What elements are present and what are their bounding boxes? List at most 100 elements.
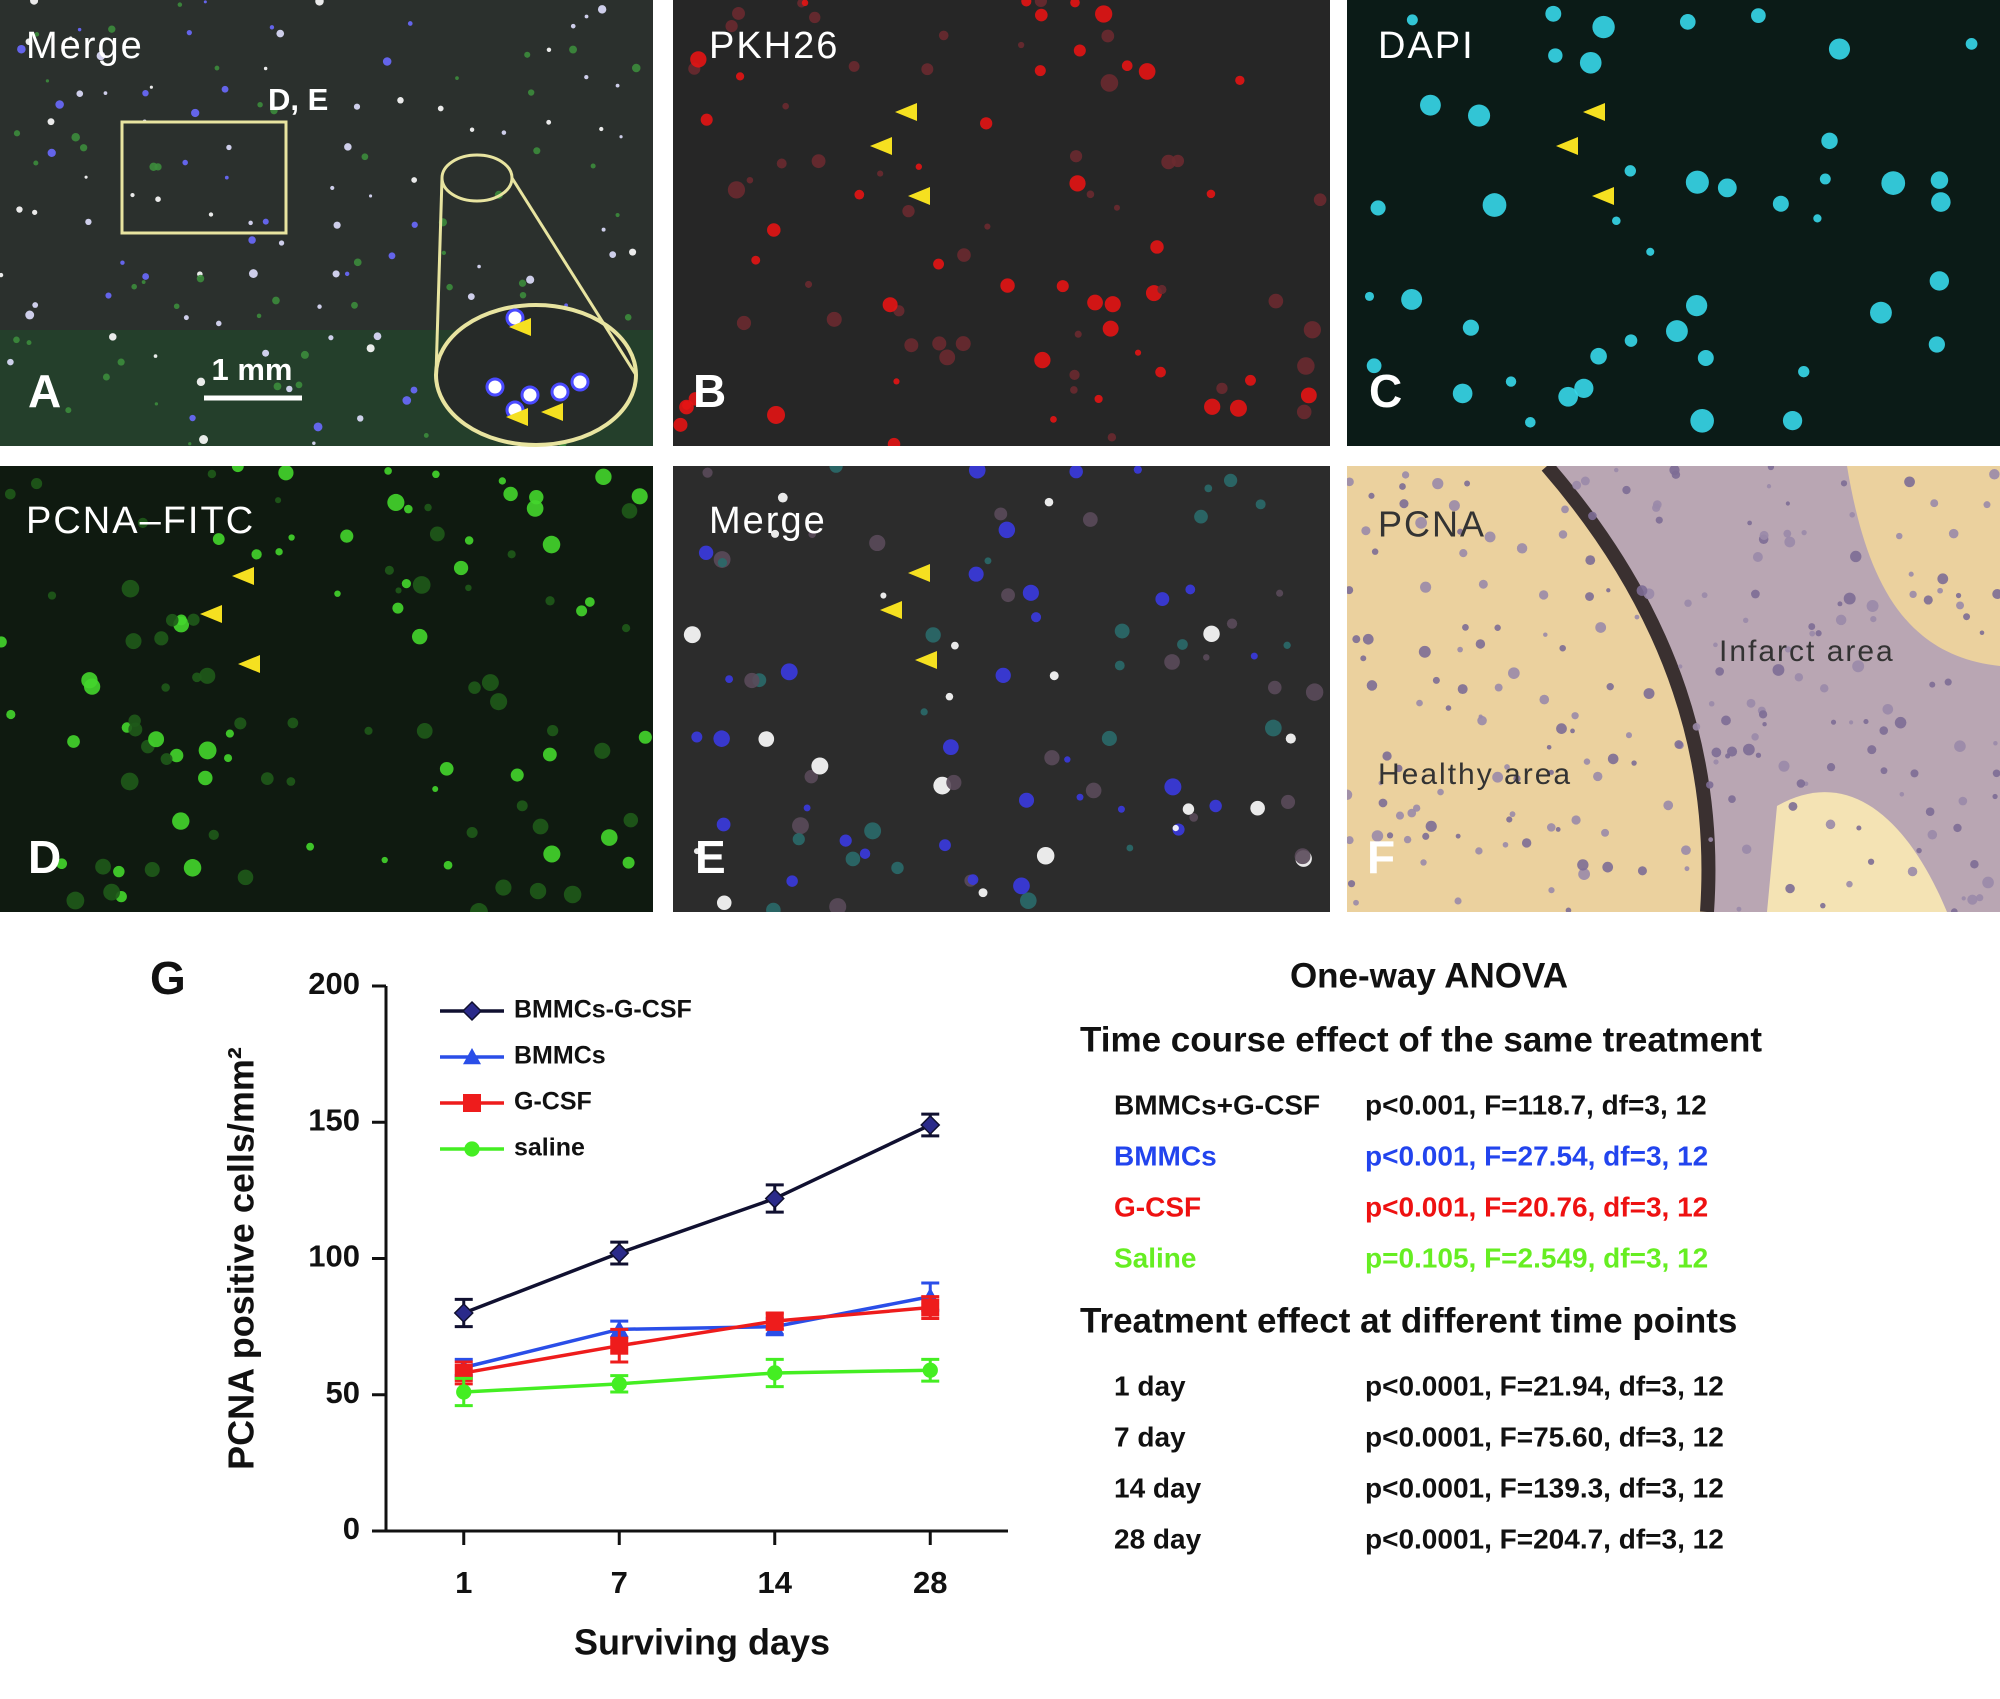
row-label: 28 day: [1114, 1523, 1202, 1554]
cell-dot: [546, 119, 552, 125]
cell-dot: [622, 856, 635, 869]
cell-dot: [1492, 771, 1504, 783]
cell-dot: [1516, 543, 1528, 554]
cell-dot: [1206, 189, 1216, 199]
cell-dot: [1809, 630, 1816, 637]
cell-dot: [915, 163, 922, 170]
cell-dot: [1133, 466, 1142, 474]
cell-dot: [1747, 520, 1752, 526]
cell-dot: [1101, 29, 1115, 43]
cell-dot: [1742, 617, 1749, 623]
cell-dot: [1612, 216, 1621, 226]
cell-dot: [869, 534, 886, 552]
cell-dot: [13, 130, 21, 137]
cell-dot: [1425, 820, 1437, 832]
cell-dot: [1606, 682, 1614, 691]
cell-dot: [1820, 902, 1826, 909]
cell-dot: [542, 535, 561, 554]
cell-dot: [161, 683, 170, 692]
cell-dot: [1910, 769, 1919, 778]
cell-dot: [1819, 173, 1831, 185]
cell-dot: [1297, 357, 1315, 375]
y-tick-label: 0: [343, 1511, 360, 1546]
cell-dot: [576, 605, 588, 617]
row-stats: p<0.0001, F=204.7, df=3, 12: [1365, 1523, 1724, 1554]
cell-dot: [67, 735, 80, 748]
marker: [610, 1336, 629, 1355]
cell-dot: [403, 504, 413, 514]
cell-dot: [263, 66, 268, 71]
cell-dot: [1820, 684, 1829, 693]
cell-dot: [1967, 894, 1978, 905]
cell-dot: [811, 154, 826, 169]
cell-dot: [1313, 193, 1327, 207]
row-label: BMMCs+G-CSF: [1114, 1089, 1320, 1120]
cell-dot: [340, 529, 354, 543]
cell-dot: [313, 422, 323, 432]
cell-dot: [117, 358, 125, 366]
cell-dot: [1685, 170, 1709, 194]
cell-dot: [978, 888, 988, 898]
cell-dot: [968, 566, 984, 582]
cell-dot: [1069, 369, 1080, 380]
cell-dot: [1961, 896, 1966, 901]
cell-dot: [1772, 195, 1789, 212]
cell-dot: [1276, 589, 1284, 597]
row-stats: p=0.105, F=2.549, df=3, 12: [1365, 1242, 1708, 1273]
cell-dot: [216, 320, 222, 327]
cell-dot: [584, 14, 589, 19]
cell-dot: [7, 358, 14, 366]
marker: [453, 1302, 474, 1324]
cell-dot: [344, 271, 350, 277]
cell-dot: [1362, 633, 1374, 645]
cell-dot: [330, 185, 335, 191]
cell-dot: [368, 194, 373, 198]
cell-dot: [1801, 529, 1807, 536]
cell-dot: [1646, 247, 1655, 256]
cell-dot: [786, 875, 798, 887]
cell-dot: [1571, 712, 1579, 720]
cell-dot: [526, 500, 544, 517]
cell-dot: [808, 530, 817, 538]
cell-dot: [1690, 408, 1714, 433]
cell-dot: [1044, 497, 1054, 507]
cell-dot: [1347, 789, 1353, 801]
cell-dot: [1930, 499, 1939, 508]
cell-dot: [344, 143, 352, 151]
cell-dot: [1849, 512, 1856, 518]
cell-dot: [1157, 284, 1167, 295]
cell-dot: [1407, 808, 1417, 818]
cell-dot: [189, 414, 196, 422]
cell-dot: [1406, 14, 1418, 26]
cell-dot: [1505, 376, 1517, 387]
cell-dot: [1607, 753, 1619, 765]
cell-dot: [1546, 744, 1552, 750]
cell-dot: [882, 297, 898, 313]
cell-dot: [1155, 366, 1166, 378]
cell-dot: [455, 76, 459, 80]
cell-dot: [412, 576, 431, 594]
cell-dot: [1595, 622, 1607, 633]
cell-dot: [1164, 778, 1182, 796]
cell-dot: [735, 72, 745, 81]
cell-dot: [142, 89, 149, 97]
cell-dot: [113, 865, 125, 878]
series-line: [463, 1123, 931, 1315]
cell-dot: [1104, 296, 1121, 313]
cell-dot: [154, 631, 169, 646]
section-heading: Treatment effect at different time point…: [1080, 1301, 1737, 1340]
cell-dot: [55, 100, 64, 109]
cell-dot: [518, 279, 527, 287]
cell-dot: [397, 97, 404, 104]
cell-dot: [275, 497, 282, 504]
marker: [922, 1362, 938, 1378]
zoom-box: [120, 120, 288, 235]
cell-dot: [716, 895, 732, 911]
cell-dot: [1678, 664, 1683, 669]
cell-dot: [1697, 350, 1714, 366]
cell-dot: [1382, 751, 1392, 761]
cell-dot: [1177, 639, 1188, 650]
cell-dot: [192, 672, 202, 683]
cell-dot: [1019, 892, 1037, 909]
x-tick-label: 14: [758, 1565, 793, 1600]
